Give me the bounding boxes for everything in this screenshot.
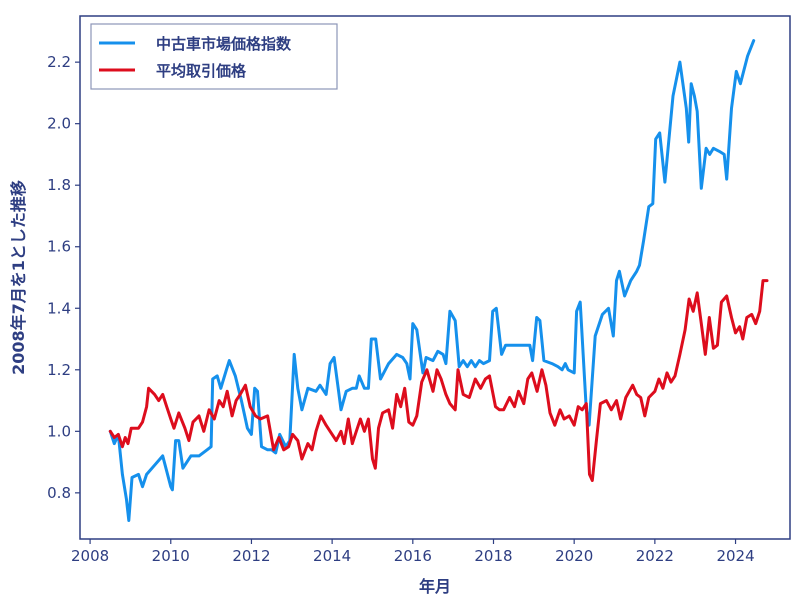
series-layer (108, 39, 769, 522)
y-tick-label: 0.8 (47, 484, 71, 502)
legend-label: 中古車市場価格指数 (156, 35, 292, 53)
x-tick-label: 2018 (474, 547, 512, 565)
series-line-2 (108, 279, 769, 482)
y-axis-label: 2008年7月を1とした推移 (9, 180, 28, 375)
x-axis-label: 年月 (419, 577, 451, 596)
plot-frame (79, 15, 791, 540)
x-tick-label: 2008 (71, 547, 109, 565)
series-line-1 (108, 39, 756, 522)
x-tick-label: 2024 (716, 547, 754, 565)
y-tick-label: 1.6 (47, 238, 71, 256)
y-tick-label: 2.0 (47, 115, 71, 133)
x-tick-label: 2014 (313, 547, 351, 565)
x-axis: 2008 2010 2012 2014 2016 2018 2020 2022 2024 (71, 539, 755, 565)
y-tick-label: 1.0 (47, 422, 71, 440)
y-tick-label: 1.4 (47, 299, 71, 317)
x-tick-label: 2012 (232, 547, 270, 565)
x-tick-label: 2010 (152, 547, 190, 565)
legend-label: 平均取引価格 (156, 62, 247, 80)
x-tick-label: 2020 (555, 547, 593, 565)
y-tick-label: 1.8 (47, 176, 71, 194)
x-tick-label: 2016 (394, 547, 432, 565)
y-tick-label: 1.2 (47, 361, 71, 379)
y-tick-label: 2.2 (47, 53, 71, 71)
legend-box (90, 23, 338, 90)
y-axis: 0.8 1.0 1.2 1.4 1.6 1.8 2.0 2.2 (47, 53, 80, 502)
x-tick-label: 2022 (636, 547, 674, 565)
